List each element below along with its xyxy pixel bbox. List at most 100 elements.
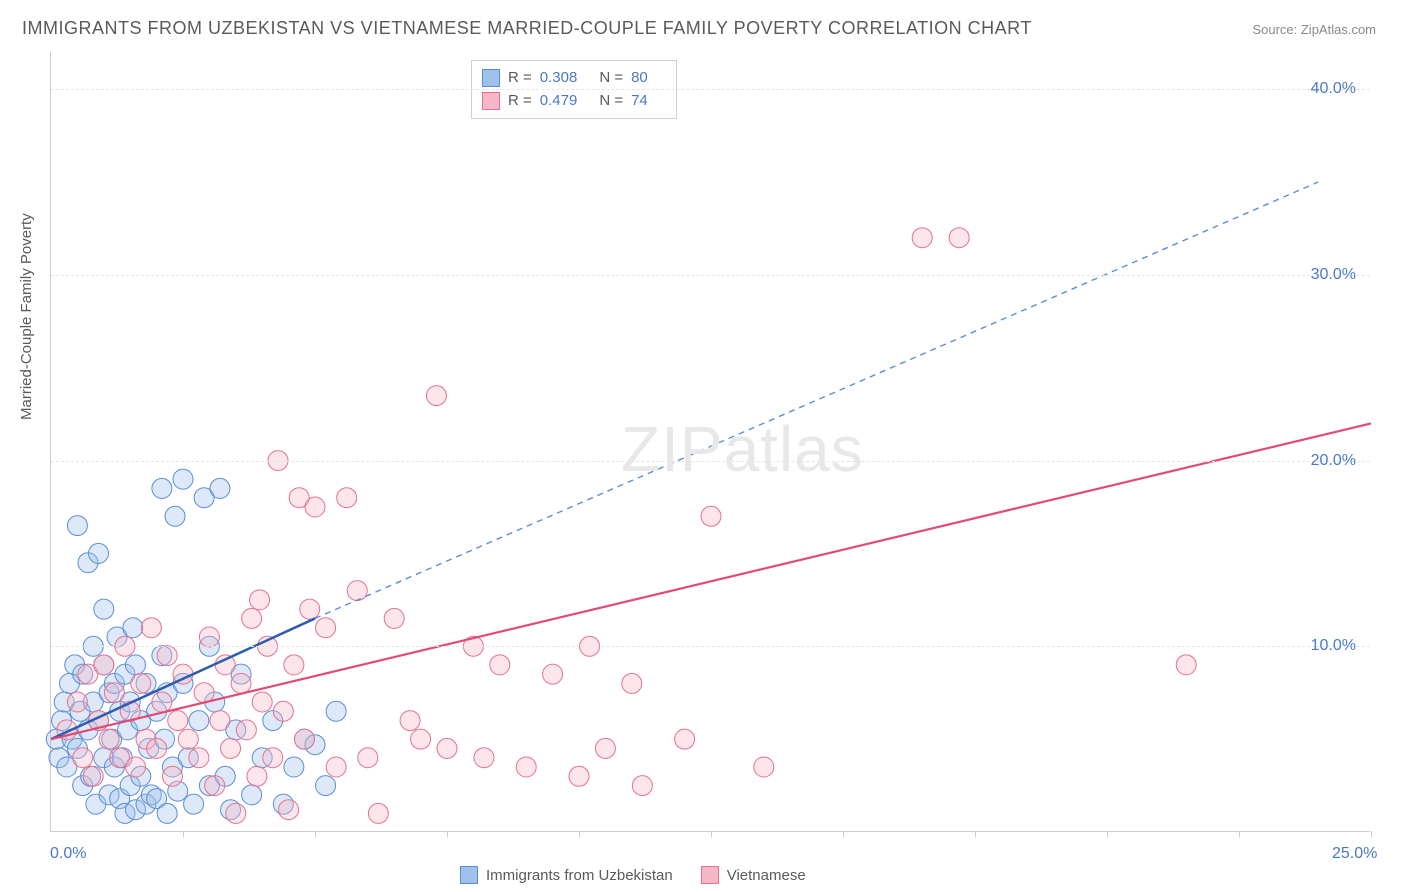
series-legend: Immigrants from Uzbekistan Vietnamese	[460, 866, 806, 884]
legend-label: Immigrants from Uzbekistan	[486, 867, 673, 884]
scatter-point	[123, 618, 143, 638]
scatter-point	[437, 738, 457, 758]
stat-n-label: N =	[599, 67, 623, 90]
stat-r-label: R =	[508, 90, 532, 113]
scatter-point	[247, 766, 267, 786]
grid-line	[51, 89, 1370, 90]
scatter-point	[316, 776, 336, 796]
scatter-point	[326, 757, 346, 777]
legend-label: Vietnamese	[727, 867, 806, 884]
scatter-point	[131, 673, 151, 693]
scatter-point	[215, 655, 235, 675]
scatter-point	[152, 478, 172, 498]
scatter-point	[516, 757, 536, 777]
scatter-point	[284, 655, 304, 675]
stat-r-value: 0.479	[540, 90, 578, 113]
legend-swatch	[482, 69, 500, 87]
scatter-point	[300, 599, 320, 619]
scatter-point	[474, 748, 494, 768]
scatter-point	[279, 800, 299, 820]
scatter-point	[543, 664, 563, 684]
scatter-point	[411, 729, 431, 749]
x-tick	[975, 831, 976, 837]
scatter-point	[358, 748, 378, 768]
source-attribution: Source: ZipAtlas.com	[1252, 22, 1376, 37]
x-tick	[579, 831, 580, 837]
x-tick	[183, 831, 184, 837]
scatter-svg	[51, 52, 1370, 831]
chart-plot-area: R =0.308N =80R =0.479N =74 ZIPatlas 10.0…	[50, 52, 1370, 832]
scatter-point	[273, 701, 293, 721]
scatter-point	[284, 757, 304, 777]
scatter-point	[337, 488, 357, 508]
trend-line-dashed	[315, 182, 1318, 618]
scatter-point	[912, 228, 932, 248]
scatter-point	[675, 729, 695, 749]
x-tick	[1371, 831, 1372, 837]
grid-line	[51, 461, 1370, 462]
stat-r-label: R =	[508, 67, 532, 90]
legend-stat-row: R = 0.308 N = 80	[482, 67, 662, 90]
x-tick	[315, 831, 316, 837]
scatter-point	[205, 776, 225, 796]
scatter-point	[316, 618, 336, 638]
x-tick	[843, 831, 844, 837]
legend-stat-row: R = 0.479 N = 74	[482, 90, 662, 113]
scatter-point	[173, 469, 193, 489]
scatter-point	[949, 228, 969, 248]
scatter-point	[490, 655, 510, 675]
scatter-point	[384, 608, 404, 628]
scatter-point	[73, 748, 93, 768]
scatter-point	[236, 720, 256, 740]
y-axis-label: Married-Couple Family Poverty	[18, 213, 35, 420]
scatter-point	[1176, 655, 1196, 675]
grid-line	[51, 646, 1370, 647]
scatter-point	[231, 673, 251, 693]
scatter-point	[184, 794, 204, 814]
y-tick-label: 40.0%	[1311, 80, 1356, 98]
scatter-point	[622, 673, 642, 693]
stat-r-value: 0.308	[540, 67, 578, 90]
trend-line	[51, 423, 1371, 739]
y-tick-label: 10.0%	[1311, 637, 1356, 655]
legend-swatch	[701, 866, 719, 884]
scatter-point	[83, 766, 103, 786]
scatter-point	[157, 646, 177, 666]
legend-item: Immigrants from Uzbekistan	[460, 866, 673, 884]
scatter-point	[99, 729, 119, 749]
scatter-point	[189, 711, 209, 731]
legend-item: Vietnamese	[701, 866, 806, 884]
scatter-point	[294, 729, 314, 749]
scatter-point	[632, 776, 652, 796]
scatter-point	[67, 516, 87, 536]
stat-n-value: 74	[631, 90, 648, 113]
scatter-point	[168, 711, 188, 731]
scatter-point	[701, 506, 721, 526]
scatter-point	[210, 478, 230, 498]
scatter-point	[569, 766, 589, 786]
x-tick	[447, 831, 448, 837]
scatter-point	[104, 683, 124, 703]
scatter-point	[242, 785, 262, 805]
stat-n-label: N =	[599, 90, 623, 113]
scatter-point	[94, 599, 114, 619]
scatter-point	[347, 581, 367, 601]
scatter-point	[400, 711, 420, 731]
scatter-point	[162, 766, 182, 786]
scatter-point	[252, 692, 272, 712]
scatter-point	[595, 738, 615, 758]
stat-n-value: 80	[631, 67, 648, 90]
scatter-point	[754, 757, 774, 777]
legend-swatch	[482, 92, 500, 110]
scatter-point	[125, 655, 145, 675]
scatter-point	[67, 692, 87, 712]
scatter-point	[305, 497, 325, 517]
scatter-point	[94, 655, 114, 675]
scatter-point	[226, 803, 246, 823]
y-tick-label: 20.0%	[1311, 452, 1356, 470]
grid-line	[51, 275, 1370, 276]
scatter-point	[326, 701, 346, 721]
legend-swatch	[460, 866, 478, 884]
scatter-point	[250, 590, 270, 610]
scatter-point	[194, 683, 214, 703]
